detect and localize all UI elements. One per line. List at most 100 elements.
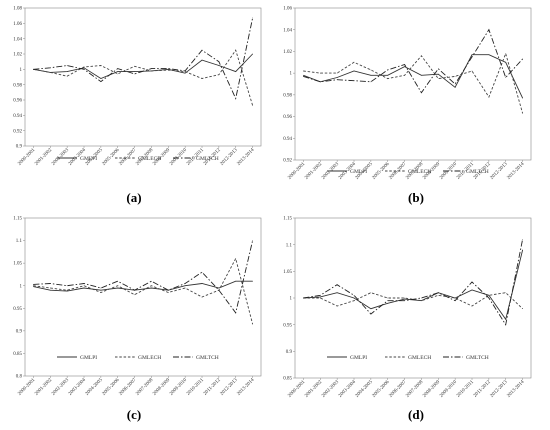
data-point-gmltch xyxy=(488,29,490,31)
data-point-gmlpi xyxy=(184,72,186,74)
data-point-gmlpi xyxy=(387,74,389,76)
data-point-gmlech xyxy=(83,66,85,68)
data-point-gmltch xyxy=(134,73,135,75)
data-point-gmltch xyxy=(218,61,220,63)
data-point-gmlech xyxy=(134,65,135,67)
data-point-gmltch xyxy=(353,80,355,82)
data-point-gmltch xyxy=(66,285,68,287)
data-point-gmlech xyxy=(454,76,456,77)
y-tick-label: 1.06 xyxy=(13,22,22,27)
chart-panel-c: 0.80.850.90.9511.051.11.152000-20012001-… xyxy=(13,217,262,422)
data-point-gmltch xyxy=(522,238,523,240)
series-line-gmltch xyxy=(33,240,254,314)
y-tick-label: 1 xyxy=(20,284,23,289)
data-point-gmltch xyxy=(117,68,119,69)
legend-label-gmlech: GMLECH xyxy=(408,169,431,175)
data-point-gmlpi xyxy=(471,54,473,56)
y-tick-label: 1 xyxy=(20,68,23,73)
data-point-gmlech xyxy=(151,70,152,72)
x-tick-label: 2013-2014 xyxy=(507,380,526,399)
data-point-gmlech xyxy=(117,73,119,75)
data-point-gmlech xyxy=(488,96,490,98)
series-line-gmlpi xyxy=(303,54,524,99)
data-point-gmltch xyxy=(66,65,68,66)
y-tick-label: 0.95 xyxy=(13,307,22,312)
data-point-gmltch xyxy=(167,289,169,291)
data-point-gmlech xyxy=(387,78,389,79)
data-point-gmlech xyxy=(201,296,203,298)
data-point-gmlpi xyxy=(471,289,473,291)
data-point-gmlech xyxy=(151,285,152,287)
data-point-gmlech xyxy=(252,323,253,325)
data-point-gmlech xyxy=(404,74,405,76)
data-point-gmltch xyxy=(471,56,473,58)
data-point-gmltch xyxy=(336,284,338,286)
data-point-gmlpi xyxy=(353,70,355,72)
data-point-gmltch xyxy=(201,271,203,273)
data-point-gmlech xyxy=(184,287,186,289)
y-tick-label: 0.98 xyxy=(13,83,22,88)
data-point-gmltch xyxy=(437,292,439,294)
series-line-gmltch xyxy=(303,239,524,326)
y-tick-label: 1 xyxy=(290,297,293,302)
data-point-gmltch xyxy=(235,312,237,314)
data-point-gmlpi xyxy=(218,287,220,289)
y-tick-label: 1.05 xyxy=(283,270,292,275)
data-point-gmltch xyxy=(167,68,169,69)
y-tick-label: 0.85 xyxy=(283,377,292,382)
data-point-gmlpi xyxy=(134,71,135,72)
data-point-gmltch xyxy=(505,77,507,78)
panel-caption: (d) xyxy=(408,407,424,422)
data-point-gmlech xyxy=(404,297,405,299)
data-point-gmlech xyxy=(319,297,321,299)
data-point-gmlech xyxy=(522,112,523,114)
data-point-gmltch xyxy=(319,81,321,83)
data-point-gmltch xyxy=(488,297,490,299)
data-point-gmlech xyxy=(505,53,507,54)
data-point-gmlech xyxy=(387,297,389,299)
y-tick-label: 1 xyxy=(290,72,293,77)
y-tick-label: 0.95 xyxy=(283,323,292,328)
legend-label-gmlpi: GMLPI xyxy=(80,355,97,361)
legend-label-gmlpi: GMLPI xyxy=(80,156,97,162)
series-line-gmlpi xyxy=(33,53,253,80)
data-point-gmlech xyxy=(66,75,68,77)
data-point-gmltch xyxy=(49,283,51,284)
data-point-gmlech xyxy=(218,74,220,76)
data-point-gmlpi xyxy=(370,308,372,310)
data-point-gmltch xyxy=(201,49,203,51)
data-point-gmlech xyxy=(437,78,439,79)
data-point-gmlpi xyxy=(370,74,372,76)
data-point-gmlech xyxy=(437,294,439,296)
data-point-gmlpi xyxy=(83,67,85,69)
data-point-gmlpi xyxy=(421,74,422,76)
y-tick-label: 1.02 xyxy=(13,53,22,58)
data-point-gmlech xyxy=(49,72,51,73)
data-point-gmltch xyxy=(303,76,304,77)
data-point-gmltch xyxy=(218,289,220,291)
series-line-gmlpi xyxy=(303,249,524,321)
x-tick-label: 2013-2014 xyxy=(507,162,526,181)
y-tick-label: 0.96 xyxy=(283,115,292,120)
data-point-gmlech xyxy=(117,285,119,287)
series-line-gmltch xyxy=(303,28,523,94)
data-point-gmlech xyxy=(33,285,34,287)
y-tick-label: 1.04 xyxy=(283,28,292,33)
data-point-gmltch xyxy=(421,297,422,299)
data-point-gmlech xyxy=(353,61,355,63)
y-tick-label: 1.15 xyxy=(13,217,22,222)
data-point-gmltch xyxy=(437,68,439,70)
chart-panel-a: 0.90.920.940.960.9811.021.041.061.082000… xyxy=(13,7,262,205)
plot-frame xyxy=(294,217,532,379)
y-tick-label: 0.98 xyxy=(283,93,292,98)
y-tick-label: 0.96 xyxy=(13,99,22,104)
data-point-gmlech xyxy=(319,72,321,74)
data-point-gmltch xyxy=(252,240,253,241)
y-tick-label: 0.94 xyxy=(13,114,22,119)
data-point-gmlech xyxy=(370,292,372,294)
data-point-gmlpi xyxy=(387,302,389,304)
data-point-gmltch xyxy=(471,281,473,283)
x-tick-label: 2009-2010 xyxy=(169,378,188,397)
data-point-gmlpi xyxy=(488,54,490,56)
data-point-gmlpi xyxy=(505,61,507,63)
